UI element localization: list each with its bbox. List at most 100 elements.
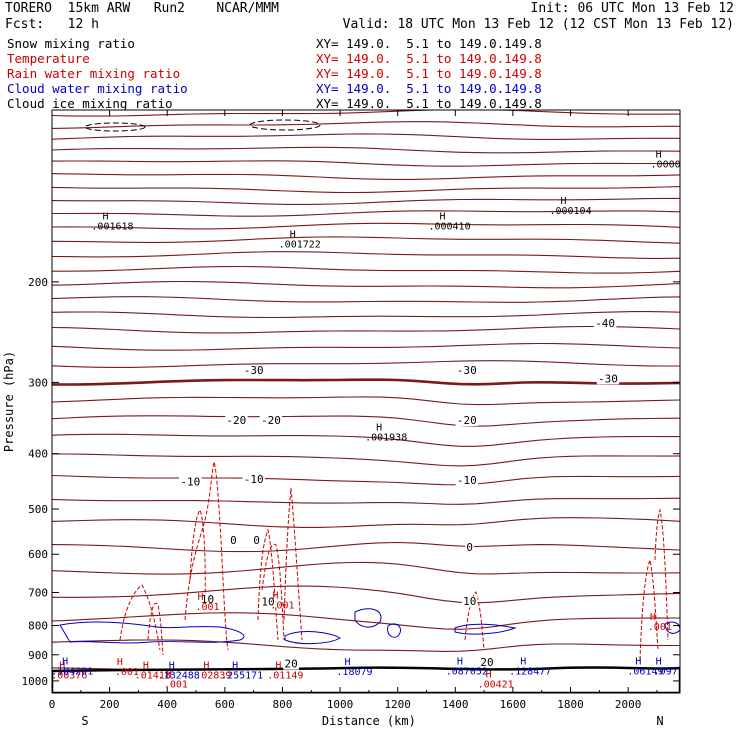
y-tick-label: 700 bbox=[28, 586, 48, 599]
maximum-h-marker: H bbox=[169, 660, 175, 671]
y-tick-label: 900 bbox=[28, 649, 48, 662]
temperature-contour bbox=[52, 197, 680, 205]
maximum-h-marker: H bbox=[198, 592, 204, 603]
temperature-label-bg bbox=[461, 596, 478, 608]
temperature-label: 10 bbox=[261, 596, 274, 609]
temperature-contour bbox=[52, 378, 680, 386]
temperature-contour bbox=[52, 265, 680, 274]
valid-time: Valid: 18 UTC Mon 13 Feb 12 (12 CST Mon … bbox=[342, 17, 734, 32]
temperature-label: -20 bbox=[226, 414, 246, 427]
temperature-label: -10 bbox=[180, 476, 200, 489]
temperature-contour bbox=[52, 160, 680, 167]
temperature-label: 0 bbox=[230, 534, 237, 547]
cloud-water-contour bbox=[284, 631, 341, 645]
terrain-surface bbox=[52, 666, 680, 693]
maximum-h-marker: H bbox=[344, 657, 350, 668]
maximum-value-label: .132488 bbox=[158, 670, 200, 681]
maximum-h-marker: H bbox=[520, 656, 526, 667]
rain-contour bbox=[654, 508, 669, 641]
temperature-contour bbox=[52, 433, 680, 447]
temperature-contour bbox=[52, 146, 680, 154]
x-tick-label: 400 bbox=[157, 698, 177, 711]
legend-rain: Rain water mixing ratio bbox=[7, 66, 181, 81]
x-tick-label: 1600 bbox=[500, 698, 527, 711]
maximum-value-label: .0000 bbox=[651, 159, 681, 170]
maximum-h-marker: H bbox=[272, 591, 278, 602]
legend-rain-xy: XY= 149.0. 5.1 to 149.0.149.8 bbox=[316, 66, 542, 81]
temperature-label-bg bbox=[479, 657, 495, 669]
temperature-label-bg bbox=[229, 535, 238, 547]
maximum-value-label: .001 bbox=[270, 601, 294, 612]
maximum-value-label: .00376 bbox=[51, 670, 87, 681]
temperature-contour bbox=[52, 251, 680, 259]
south-label: S bbox=[81, 714, 88, 728]
cloud-water-contour bbox=[354, 608, 382, 628]
x-tick-label: 1800 bbox=[557, 698, 584, 711]
temperature-contour bbox=[52, 517, 680, 528]
rain-contour bbox=[189, 509, 206, 601]
maximum-h-marker: H bbox=[440, 212, 446, 223]
maximum-h-marker: H bbox=[376, 422, 382, 433]
rain-contour bbox=[261, 543, 285, 641]
temperature-label-bg bbox=[593, 318, 617, 330]
x-tick-label: 800 bbox=[273, 698, 293, 711]
maximum-value-label: .001 bbox=[648, 622, 672, 633]
maximum-h-marker: H bbox=[59, 660, 65, 671]
snow-contour bbox=[249, 119, 321, 131]
temperature-contour bbox=[52, 360, 680, 368]
maximum-value-label: .000104 bbox=[549, 206, 591, 217]
maximum-h-marker: H bbox=[486, 670, 492, 681]
temperature-contour bbox=[52, 612, 680, 630]
rain-contour bbox=[184, 460, 229, 651]
y-tick-label: 200 bbox=[28, 276, 48, 289]
rain-contour bbox=[147, 602, 164, 656]
maximum-h-marker: H bbox=[457, 656, 463, 667]
maximum-value-label: .00421 bbox=[478, 680, 514, 691]
legend-temperature: Temperature bbox=[7, 51, 90, 66]
maximum-value-label: .128477 bbox=[509, 666, 551, 677]
temperature-contour bbox=[52, 311, 680, 319]
temperature-contour bbox=[52, 99, 680, 105]
legend-cloud-ice-xy: XY= 149.0. 5.1 to 149.0.149.8 bbox=[316, 96, 542, 111]
temperature-contour bbox=[52, 280, 680, 289]
maximum-h-marker: H bbox=[275, 660, 281, 671]
y-tick-label: 600 bbox=[28, 548, 48, 561]
cloud-water-contour bbox=[454, 623, 517, 635]
temperature-label-bg bbox=[179, 476, 202, 488]
temperature-label: -30 bbox=[598, 372, 618, 385]
y-tick-label: 400 bbox=[28, 448, 48, 461]
maximum-value-label: .001 bbox=[164, 680, 188, 691]
maximum-value-label: .087052 bbox=[446, 666, 488, 677]
maximum-h-marker: H bbox=[290, 229, 296, 240]
cloud-water-contour bbox=[664, 621, 680, 634]
temperature-label: 0 bbox=[466, 541, 473, 554]
temperature-contour bbox=[52, 121, 680, 129]
x-axis-label: Distance (km) bbox=[322, 714, 416, 728]
temperature-label-bg bbox=[199, 593, 216, 605]
maximum-value-label: .001722 bbox=[279, 239, 321, 250]
x-tick-label: 2000 bbox=[615, 698, 642, 711]
maximum-h-marker: H bbox=[62, 656, 68, 667]
legend-snow-xy: XY= 149.0. 5.1 to 149.0.149.8 bbox=[316, 36, 542, 51]
x-tick-label: 1200 bbox=[384, 698, 411, 711]
y-tick-label: 500 bbox=[28, 503, 48, 516]
maximum-h-marker: H bbox=[166, 670, 172, 681]
temperature-label-bg bbox=[260, 596, 276, 608]
temperature-label: -30 bbox=[457, 364, 477, 377]
maximum-value-label: .184201 bbox=[51, 666, 93, 677]
rain-contour bbox=[257, 528, 279, 641]
temperature-label-bg bbox=[455, 364, 479, 376]
forecast-hour: Fcst: 12 h bbox=[5, 17, 99, 32]
maximum-h-marker: H bbox=[143, 660, 149, 671]
temperature-contour bbox=[52, 173, 680, 180]
temperature-contour bbox=[52, 222, 680, 230]
maximum-value-label: .01418 bbox=[135, 670, 171, 681]
maximum-h-marker: H bbox=[561, 196, 567, 207]
temperature-contour bbox=[52, 639, 680, 652]
legend-cloud-water: Cloud water mixing ratio bbox=[7, 81, 188, 96]
temperature-contour bbox=[52, 415, 680, 427]
temperature-label-bg bbox=[242, 473, 265, 485]
temperature-label: 20 bbox=[284, 658, 297, 671]
temperature-contour bbox=[52, 236, 680, 244]
